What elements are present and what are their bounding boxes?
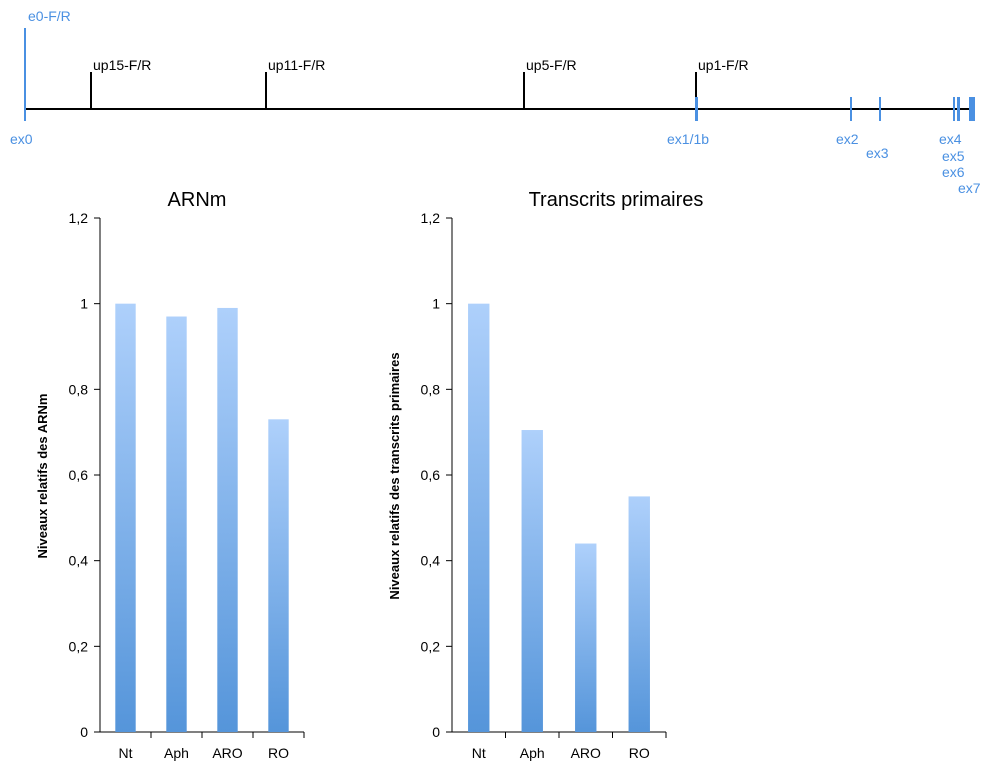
y-tick-label: 0,6 [69, 467, 89, 483]
bar-nt [468, 303, 490, 732]
gene-map: e0-F/R up15-F/R up11-F/R up5-F/R up1-F/R… [10, 8, 981, 196]
exon-marker-ex3 [879, 97, 881, 121]
x-tick-label: ARO [212, 745, 242, 761]
y-tick-label: 1 [80, 296, 88, 312]
y-tick-label: 0,4 [421, 553, 441, 569]
exon-label-ex5: ex5 [942, 148, 965, 164]
exon-marker-ex6-ex7 [969, 97, 975, 121]
exon-label-ex7: ex7 [958, 180, 981, 196]
y-axis-title: Niveaux relatifs des ARNm [35, 394, 50, 559]
exon-label-ex0: ex0 [10, 131, 33, 147]
exon-marker-ex2 [850, 97, 852, 121]
x-tick-label: RO [629, 745, 650, 761]
x-tick-label: RO [268, 745, 289, 761]
exon-marker-ex0 [24, 97, 26, 121]
x-tick-label: Nt [119, 745, 133, 761]
exon-label-ex3: ex3 [866, 145, 889, 161]
y-tick-label: 0,8 [421, 381, 441, 397]
y-tick-label: 1,2 [421, 210, 441, 226]
exon-label-ex2: ex2 [836, 131, 859, 147]
primer-label-up5: up5-F/R [526, 57, 577, 73]
y-tick-label: 0 [80, 724, 88, 740]
exon-marker-ex5 [957, 97, 960, 121]
y-tick-label: 0 [432, 724, 440, 740]
exon-marker-ex1 [695, 97, 698, 121]
primer-label-up11: up11-F/R [268, 57, 325, 73]
x-tick-label: Aph [520, 745, 545, 761]
primer-label-up15: up15-F/R [93, 57, 151, 73]
chart-title: ARNm [168, 189, 227, 211]
exon-label-ex6: ex6 [942, 164, 965, 180]
bar-nt [115, 303, 136, 732]
y-tick-label: 0,2 [69, 638, 89, 654]
bar-aro [217, 307, 238, 732]
chart-arnm: ARNm Niveaux relatifs des ARNm 0 0,2 0,4 0,… [35, 189, 305, 761]
bar-aro [575, 543, 597, 732]
y-tick-label: 0,6 [421, 467, 441, 483]
exon-label-ex4: ex4 [939, 131, 962, 147]
bar-aph [166, 316, 187, 732]
y-tick-label: 1 [432, 296, 440, 312]
bar-ro [268, 419, 289, 732]
x-tick-label: Aph [164, 745, 189, 761]
y-axis-title: Niveaux relatifs des transcrits primaire… [387, 352, 402, 599]
bar-aph [521, 430, 543, 732]
e0-primer-label: e0-F/R [28, 8, 71, 24]
chart-transcrits-primaires: Transcrits primaires Niveaux relatifs de… [387, 189, 703, 761]
exon-marker-ex4 [953, 97, 955, 121]
primer-label-up1: up1-F/R [698, 57, 749, 73]
x-tick-label: Nt [472, 745, 486, 761]
y-tick-label: 0,8 [69, 381, 89, 397]
y-tick-label: 1,2 [69, 210, 89, 226]
bar-ro [628, 496, 650, 732]
exon-label-ex1: ex1/1b [667, 131, 709, 147]
x-tick-label: ARO [571, 745, 601, 761]
y-tick-label: 0,2 [421, 638, 441, 654]
y-tick-label: 0,4 [69, 553, 89, 569]
chart-title: Transcrits primaires [529, 189, 704, 211]
